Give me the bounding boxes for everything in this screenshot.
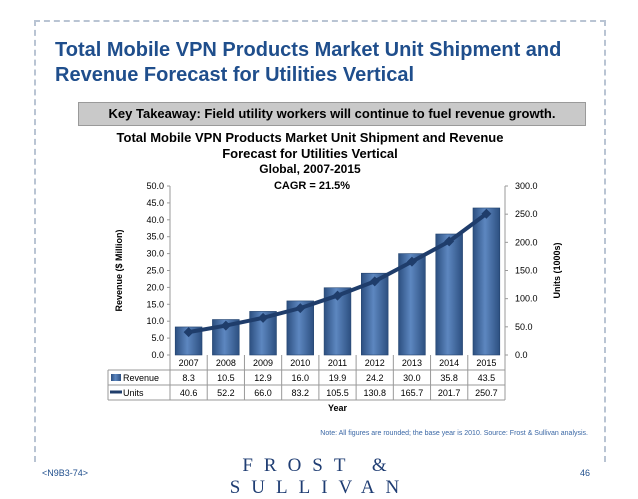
revenue-data-label: 35.8 [440, 373, 458, 383]
key-takeaway-banner: Key Takeaway: Field utility workers will… [78, 102, 586, 126]
units-marker [220, 320, 231, 331]
units-marker [295, 303, 306, 314]
y-tick-label: 35.0 [146, 232, 164, 242]
y2-tick-label: 100.0 [515, 294, 538, 304]
x-tick-label: 2011 [328, 358, 347, 368]
y2-tick-label: 250.0 [515, 209, 538, 219]
units-marker [406, 256, 417, 267]
revenue-data-label: 43.5 [478, 373, 496, 383]
revenue-legend-key [111, 374, 121, 381]
units-marker [183, 327, 194, 338]
x-tick-label: 2010 [290, 358, 310, 368]
frost-sullivan-logo: FROST & SULLIVAN [229, 455, 411, 498]
revenue-data-label: 8.3 [182, 373, 195, 383]
units-data-label: 130.8 [363, 388, 386, 398]
y2-tick-label: 150.0 [515, 266, 538, 276]
y-tick-label: 40.0 [146, 215, 164, 225]
slide-frame [34, 20, 606, 462]
revenue-data-label: 12.9 [254, 373, 272, 383]
y2-tick-label: 50.0 [515, 322, 533, 332]
y-tick-label: 45.0 [146, 198, 164, 208]
y-tick-label: 0.0 [151, 350, 164, 360]
revenue-legend-label: Revenue [123, 373, 159, 383]
y-tick-label: 50.0 [146, 181, 164, 191]
y-tick-label: 20.0 [146, 282, 164, 292]
units-data-label: 52.2 [217, 388, 235, 398]
units-data-label: 40.6 [180, 388, 198, 398]
chart-subtitle: Global, 2007-2015 [259, 162, 361, 176]
units-data-label: 83.2 [292, 388, 310, 398]
cagr-annotation: CAGR = 21.5% [273, 180, 351, 192]
revenue-bar [398, 253, 426, 356]
revenue-data-label: 19.9 [329, 373, 347, 383]
units-data-label: 66.0 [254, 388, 272, 398]
revenue-bar [472, 207, 501, 356]
slide-title: Total Mobile VPN Products Market Unit Sh… [55, 39, 562, 86]
units-data-label: 250.7 [475, 388, 498, 398]
revenue-data-label: 30.0 [403, 373, 421, 383]
x-tick-label: 2013 [402, 358, 422, 368]
page-number: 46 [580, 468, 591, 478]
y2-tick-label: 0.0 [515, 350, 528, 360]
units-marker [444, 236, 455, 247]
chart-title: Total Mobile VPN Products Market Unit Sh… [116, 130, 504, 161]
y-tick-label: 5.0 [151, 333, 164, 343]
x-tick-label: 2008 [216, 358, 236, 368]
units-data-label: 201.7 [438, 388, 461, 398]
revenue-data-label: 16.0 [292, 373, 310, 383]
y-tick-label: 10.0 [146, 316, 164, 326]
x-tick-label: 2007 [179, 358, 199, 368]
y2-tick-label: 300.0 [515, 181, 538, 191]
x-tick-label: 2014 [439, 358, 459, 368]
y2-axis-title: Units (1000s) [552, 242, 562, 298]
revenue-bar [435, 233, 463, 356]
x-tick-label: 2015 [476, 358, 496, 368]
units-data-label: 165.7 [401, 388, 424, 398]
x-tick-label: 2009 [253, 358, 273, 368]
y-axis-title: Revenue ($ Million) [114, 229, 124, 311]
y2-tick-label: 200.0 [515, 237, 538, 247]
revenue-data-label: 10.5 [217, 373, 235, 383]
y-tick-label: 15.0 [146, 299, 164, 309]
units-marker [332, 290, 343, 301]
units-marker [481, 208, 492, 219]
y-tick-label: 30.0 [146, 249, 164, 259]
units-marker [369, 276, 380, 287]
revenue-data-label: 24.2 [366, 373, 384, 383]
units-legend-label: Units [123, 388, 144, 398]
x-axis-title: Year [328, 403, 348, 413]
units-marker [258, 312, 269, 323]
slide-code: <N9B3-74> [42, 468, 89, 478]
units-data-label: 105.5 [326, 388, 349, 398]
y-tick-label: 25.0 [146, 266, 164, 276]
source-note: Note: All figures are rounded; the base … [320, 430, 588, 437]
x-tick-label: 2012 [365, 358, 385, 368]
